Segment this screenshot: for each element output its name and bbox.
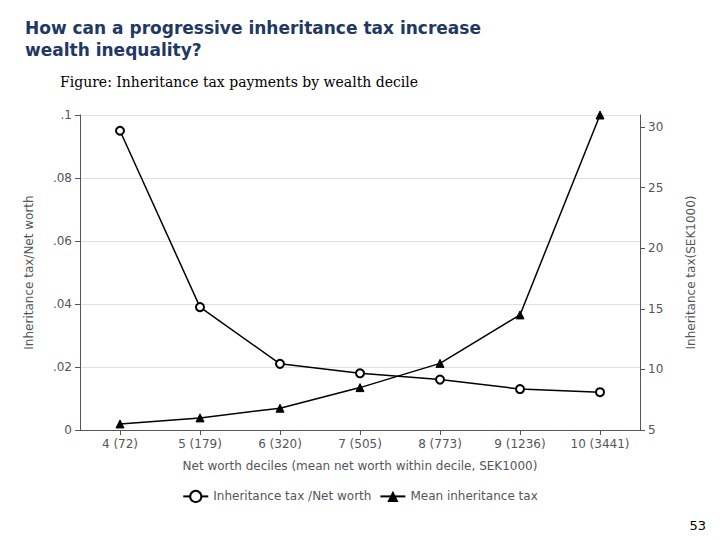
- svg-text:30: 30: [648, 120, 663, 134]
- svg-text:25: 25: [648, 181, 663, 195]
- svg-text:.06: .06: [53, 234, 72, 248]
- svg-text:9 (1236): 9 (1236): [494, 437, 545, 451]
- svg-text:.08: .08: [53, 171, 72, 185]
- svg-text:7 (505): 7 (505): [338, 437, 382, 451]
- svg-text:Inheritance tax/Net worth: Inheritance tax/Net worth: [22, 195, 36, 349]
- svg-text:.02: .02: [53, 360, 72, 374]
- svg-text:Figure: Inheritance tax paymen: Figure: Inheritance tax payments by weal…: [60, 74, 418, 90]
- svg-text:Inheritance tax(SEK1000): Inheritance tax(SEK1000): [684, 196, 698, 350]
- svg-text:53: 53: [689, 518, 706, 533]
- svg-text:.04: .04: [53, 297, 72, 311]
- svg-text:Mean inheritance tax: Mean inheritance tax: [410, 489, 537, 503]
- svg-text:wealth inequality?: wealth inequality?: [25, 40, 202, 60]
- svg-text:4 (72): 4 (72): [102, 437, 138, 451]
- svg-text:How can a progressive inherita: How can a progressive inheritance tax in…: [25, 18, 481, 38]
- svg-text:5 (179): 5 (179): [178, 437, 222, 451]
- svg-text:0: 0: [64, 423, 72, 437]
- svg-text:20: 20: [648, 241, 663, 255]
- svg-text:Net worth deciles (mean net wo: Net worth deciles (mean net worth within…: [183, 459, 538, 473]
- svg-text:.1: .1: [61, 108, 72, 122]
- svg-text:Inheritance tax /Net worth: Inheritance tax /Net worth: [213, 489, 371, 503]
- svg-text:10 (3441): 10 (3441): [571, 437, 630, 451]
- svg-text:5: 5: [648, 423, 656, 437]
- svg-text:8 (773): 8 (773): [418, 437, 462, 451]
- svg-text:6 (320): 6 (320): [258, 437, 302, 451]
- svg-text:10: 10: [648, 362, 663, 376]
- svg-text:15: 15: [648, 302, 663, 316]
